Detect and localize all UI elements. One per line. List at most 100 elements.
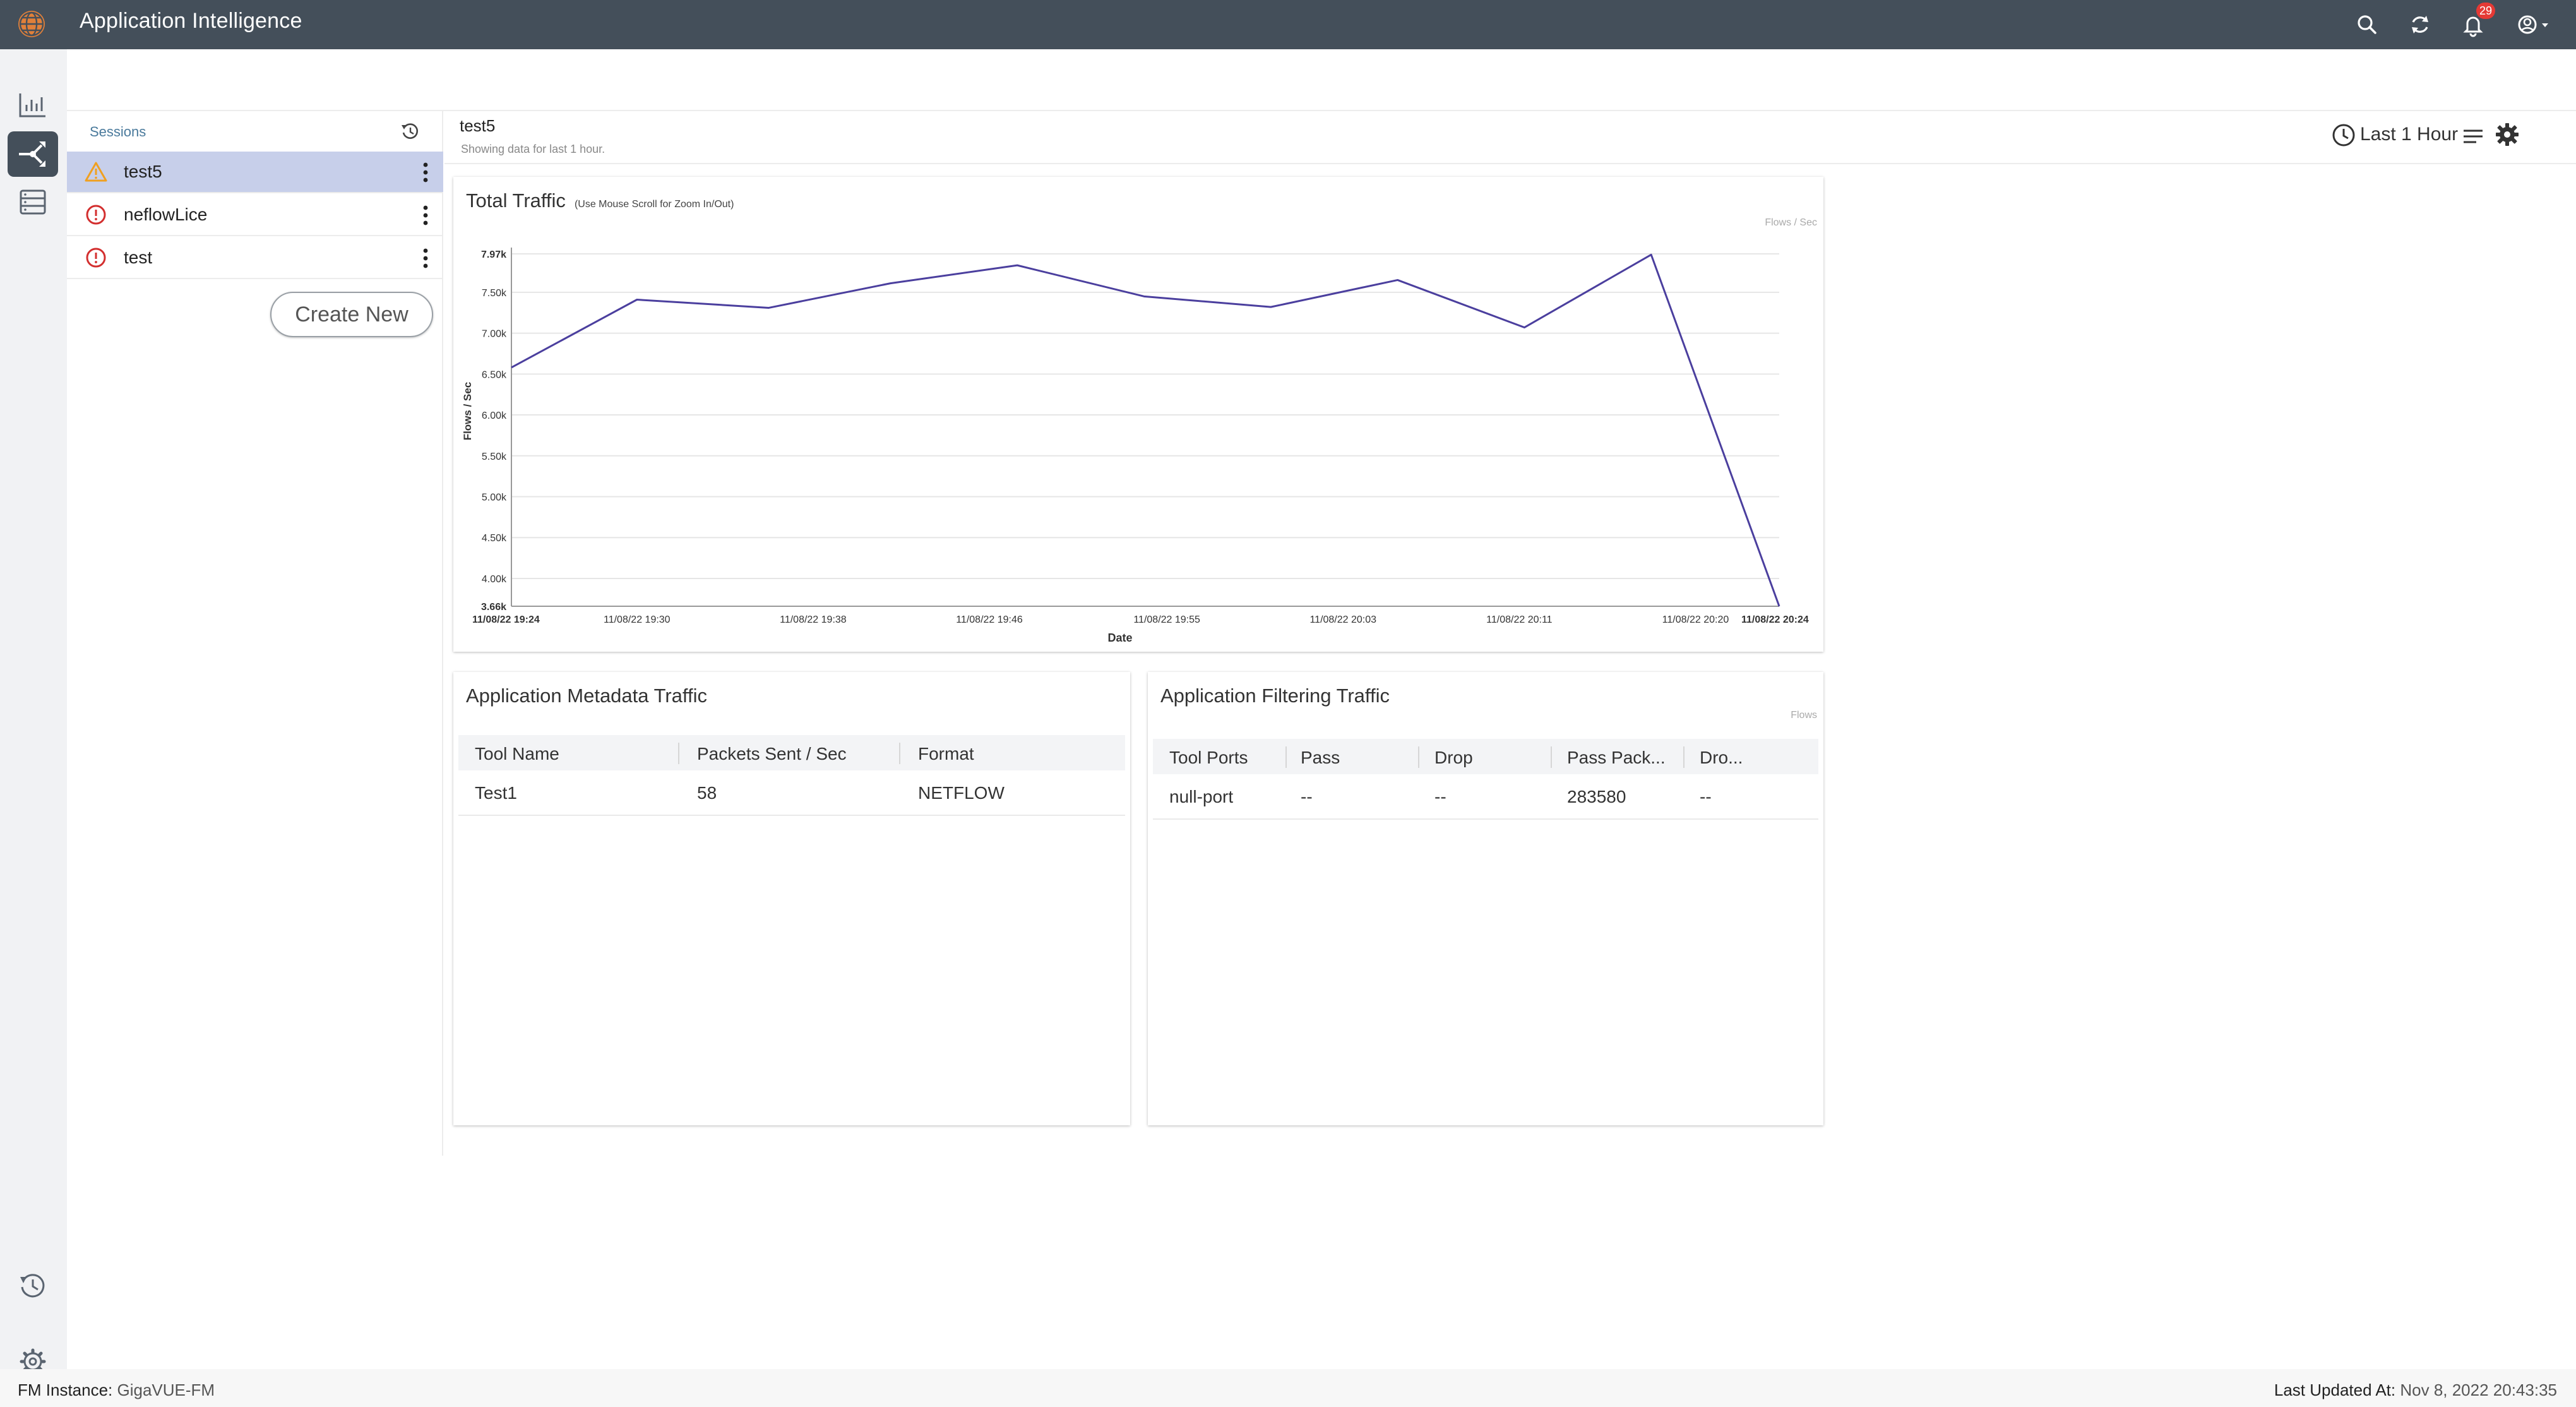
- last-updated-label: Last Updated At:: [2274, 1380, 2396, 1399]
- flow-icon: [19, 141, 45, 167]
- history-refresh-icon[interactable]: [399, 120, 422, 143]
- more-options-icon[interactable]: [418, 245, 433, 272]
- x-tick-label: 11/08/22 19:30: [604, 614, 671, 625]
- session-label: neflowLice: [124, 205, 208, 224]
- refresh-icon[interactable]: [2407, 11, 2433, 38]
- y-axis-label: Flows / Sec: [462, 382, 474, 441]
- x-axis-label: Date: [1107, 632, 1132, 644]
- create-new-button[interactable]: Create New: [270, 292, 433, 337]
- table-cell: NETFLOW: [918, 783, 1005, 803]
- card-title: Total Traffic (Use Mouse Scroll for Zoom …: [466, 189, 734, 212]
- table-cell: --: [1700, 787, 1712, 806]
- unit-tag: Flows / Sec: [1765, 217, 1817, 228]
- chart-icon: [19, 93, 45, 117]
- more-options-icon[interactable]: [418, 202, 433, 229]
- divider: [444, 163, 2576, 164]
- session-label: test5: [124, 162, 162, 181]
- table-cell: --: [1434, 787, 1446, 806]
- search-icon[interactable]: [2354, 11, 2380, 38]
- zoom-hint: (Use Mouse Scroll for Zoom In/Out): [574, 199, 734, 210]
- column-header[interactable]: Packets Sent / Sec: [697, 744, 847, 763]
- column-header[interactable]: Tool Ports: [1169, 748, 1248, 767]
- column-header[interactable]: Format: [918, 744, 974, 763]
- table-header: Tool Name Packets Sent / Sec Format: [458, 735, 1125, 770]
- rail-item-flows[interactable]: [8, 131, 58, 177]
- y-tick-label: 3.66k: [481, 602, 506, 613]
- fm-instance-label: FM Instance:: [18, 1380, 113, 1399]
- y-tick-label: 7.50k: [482, 288, 507, 299]
- last-updated-value: Nov 8, 2022 20:43:35: [2400, 1380, 2557, 1399]
- table-cell: 58: [697, 783, 717, 803]
- metadata-traffic-card: Application Metadata Traffic Tool Name P…: [453, 672, 1130, 1125]
- table-cell: null-port: [1169, 787, 1234, 806]
- column-header[interactable]: Pass Pack...: [1567, 748, 1666, 767]
- time-range-selector[interactable]: Last 1 Hour: [2360, 124, 2459, 145]
- sessions-panel: Sessions test5 neflowLice: [67, 111, 443, 1156]
- error-icon: [86, 205, 106, 225]
- unit-tag: Flows: [1791, 710, 1817, 721]
- y-tick-label: 6.00k: [482, 410, 507, 421]
- column-header[interactable]: Pass: [1301, 748, 1340, 767]
- header-strip: [67, 49, 2576, 111]
- x-tick-label: 11/08/22 19:46: [956, 614, 1023, 625]
- column-header[interactable]: Drop: [1434, 748, 1473, 767]
- more-options-icon[interactable]: [418, 159, 433, 186]
- table-cell: --: [1301, 787, 1313, 806]
- table-cell: 283580: [1567, 787, 1626, 806]
- last-updated: Last Updated At: Nov 8, 2022 20:43:35: [2274, 1380, 2557, 1400]
- left-rail: [0, 49, 67, 1375]
- x-tick-label: 11/08/22 20:20: [1662, 614, 1729, 625]
- series-line[interactable]: [511, 253, 1780, 607]
- total-traffic-card: Total Traffic (Use Mouse Scroll for Zoom …: [453, 177, 1823, 652]
- session-subtitle: Showing data for last 1 hour.: [461, 143, 605, 155]
- history-icon: [20, 1274, 45, 1298]
- y-tick-label: 5.00k: [482, 493, 507, 503]
- x-tick-label: 11/08/22 20:03: [1309, 614, 1376, 625]
- y-tick-label: 4.50k: [482, 533, 507, 544]
- rail-item-history[interactable]: [8, 1263, 58, 1308]
- clock-icon[interactable]: [2331, 123, 2356, 148]
- globe-icon[interactable]: [16, 9, 47, 39]
- account-icon[interactable]: [2514, 11, 2553, 38]
- rail-item-analytics[interactable]: [8, 82, 58, 128]
- top-bar: Application Intelligence 29: [0, 0, 2576, 49]
- y-tick-label: 5.50k: [482, 452, 507, 462]
- total-traffic-chart[interactable]: 3.66k 4.00k 4.50k 5.00k 5.50k 6.00k 6.50k 7.00k…: [453, 177, 1823, 652]
- table-cell: Test1: [475, 783, 517, 803]
- warning-icon: [85, 162, 107, 182]
- table-row[interactable]: null-port -- -- 283580 --: [1153, 775, 1818, 820]
- x-tick-label: 11/08/22 19:38: [780, 614, 847, 625]
- y-tick-label: 7.97k: [481, 249, 506, 260]
- bell-icon[interactable]: [2460, 11, 2486, 38]
- fm-instance-value: GigaVUE-FM: [117, 1380, 215, 1399]
- x-tick-label: 11/08/22 20:11: [1486, 614, 1552, 625]
- rail-item-storage[interactable]: [8, 179, 58, 225]
- x-tick-label: 11/08/22 19:55: [1133, 614, 1200, 625]
- notification-badge: 29: [2476, 3, 2495, 19]
- session-title: test5: [460, 116, 496, 135]
- sessions-title: Sessions: [90, 124, 146, 140]
- filtering-traffic-card: Application Filtering Traffic Flows Tool…: [1148, 672, 1823, 1125]
- card-title: Application Metadata Traffic: [466, 685, 707, 707]
- session-item-test5[interactable]: test5: [67, 152, 443, 193]
- x-tick-label: 11/08/22 20:24: [1741, 614, 1809, 625]
- fm-instance: FM Instance: GigaVUE-FM: [18, 1380, 215, 1400]
- column-header[interactable]: Dro...: [1700, 748, 1743, 767]
- session-label: test: [124, 248, 153, 267]
- chart-title: Total Traffic: [466, 189, 566, 212]
- menu-lines-icon[interactable]: [2462, 129, 2484, 144]
- x-tick-label: 11/08/22 19:24: [472, 614, 540, 625]
- storage-icon: [20, 189, 46, 215]
- app-title: Application Intelligence: [80, 9, 302, 33]
- y-tick-label: 7.00k: [482, 329, 507, 340]
- footer: FM Instance: GigaVUE-FM Last Updated At:…: [0, 1369, 2576, 1407]
- session-item-test[interactable]: test: [67, 237, 443, 279]
- y-tick-label: 4.00k: [482, 574, 507, 585]
- gear-icon[interactable]: [2494, 121, 2520, 148]
- table-header: Tool Ports Pass Drop Pass Pack... Dro...: [1153, 739, 1818, 774]
- table-row[interactable]: Test1 58 NETFLOW: [458, 772, 1125, 816]
- y-tick-label: 6.50k: [482, 369, 507, 380]
- column-header[interactable]: Tool Name: [475, 744, 559, 763]
- error-icon: [86, 248, 106, 268]
- session-item-neflowlice[interactable]: neflowLice: [67, 195, 443, 236]
